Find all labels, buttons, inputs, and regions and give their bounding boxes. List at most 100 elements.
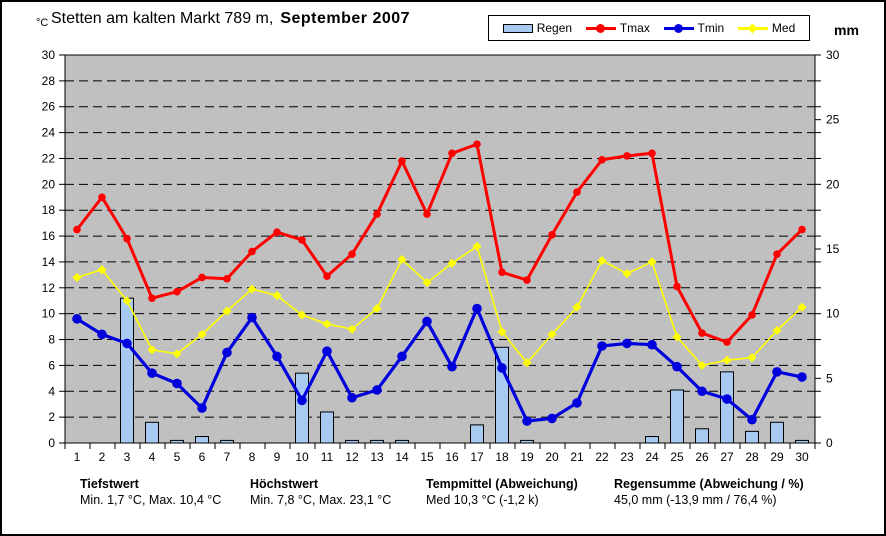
- med-marker-day-2: [97, 265, 107, 275]
- left-axis-unit-label: °C: [36, 17, 49, 29]
- tmax-marker-day-20: [548, 230, 556, 239]
- tmax-marker-day-7: [223, 274, 231, 283]
- right-tick-label-0: 0: [826, 436, 833, 450]
- tmin-marker-day-19: [522, 416, 532, 426]
- med-marker-day-5: [172, 349, 182, 359]
- stat-tiefstwert: Tiefstwert Min. 1,7 °C, Max. 10,4 °C: [80, 476, 221, 508]
- tmin-marker-icon: [673, 23, 683, 33]
- med-marker-day-4: [147, 345, 157, 355]
- tmin-marker-day-18: [497, 363, 507, 373]
- right-tick-label-15: 15: [826, 242, 840, 256]
- right-tick-label-30: 30: [826, 48, 840, 62]
- tmin-marker-day-12: [347, 392, 357, 403]
- x-label-day-23: 23: [620, 450, 634, 464]
- stat-value: 45,0 mm (-13,9 mm / 76,4 %): [614, 493, 777, 507]
- tmax-marker-day-22: [598, 155, 606, 164]
- tmin-marker-day-2: [97, 329, 107, 340]
- left-tick-label-10: 10: [42, 307, 56, 321]
- bar-day-14: [395, 439, 409, 444]
- x-label-day-2: 2: [99, 450, 106, 464]
- bar-day-4: [145, 421, 159, 444]
- stat-title: Tiefstwert: [80, 477, 139, 491]
- bar-day-5: [170, 439, 184, 444]
- x-label-day-15: 15: [420, 450, 434, 464]
- x-label-day-8: 8: [249, 450, 256, 464]
- tmin-marker-day-27: [722, 394, 732, 404]
- med-marker-day-25: [672, 332, 682, 342]
- left-tick-label-8: 8: [48, 333, 55, 347]
- legend-item-regen: Regen: [502, 21, 573, 35]
- x-label-day-12: 12: [345, 450, 359, 464]
- tmin-line-swatch-icon: [663, 23, 694, 33]
- stat-hoechstwert: Höchstwert Min. 7,8 °C, Max. 23,1 °C: [250, 476, 391, 508]
- bar-day-24: [645, 436, 659, 444]
- tmin-line-series: [72, 303, 807, 426]
- regen-bar-swatch-icon: [502, 23, 533, 33]
- left-tick-label-20: 20: [42, 177, 56, 191]
- tmax-marker-day-15: [423, 210, 431, 218]
- x-label-day-29: 29: [770, 450, 784, 464]
- med-marker-day-20: [547, 329, 557, 339]
- right-tick-label-5: 5: [826, 371, 833, 385]
- med-line: [76, 245, 803, 367]
- legend-item-tmin: Tmin: [663, 21, 724, 35]
- left-tick-label-26: 26: [42, 100, 56, 114]
- tmax-marker-day-19: [523, 276, 531, 284]
- x-label-day-24: 24: [645, 450, 659, 464]
- bar-day-29: [770, 421, 784, 444]
- tmax-marker-day-4: [148, 294, 156, 302]
- stat-title: Höchstwert: [250, 477, 319, 491]
- tmax-marker-day-12: [348, 250, 356, 258]
- x-label-day-27: 27: [720, 450, 734, 464]
- tmax-marker-day-16: [448, 149, 456, 158]
- legend-label-med: Med: [771, 21, 796, 35]
- x-label-day-10: 10: [295, 450, 309, 464]
- left-tick-label-14: 14: [42, 255, 56, 269]
- bar-day-26: [695, 428, 709, 444]
- combo-weather-chart: 0246810121416182022242628300510152025301…: [42, 48, 840, 464]
- tmin-marker-day-26: [697, 386, 707, 397]
- tmax-marker-day-11: [323, 272, 331, 280]
- x-label-day-22: 22: [595, 450, 609, 464]
- stat-title: Tempmittel (Abweichung): [426, 477, 578, 491]
- med-marker-day-6: [197, 329, 207, 339]
- stat-value: Min. 1,7 °C, Max. 10,4 °C: [80, 493, 222, 507]
- left-tick-label-30: 30: [42, 48, 56, 62]
- tmax-marker-day-30: [798, 225, 806, 234]
- x-label-day-17: 17: [470, 450, 484, 464]
- tmin-marker-day-20: [547, 413, 557, 424]
- tmin-marker-day-15: [422, 316, 432, 327]
- tmax-marker-day-24: [648, 149, 656, 158]
- legend-label-regen: Regen: [536, 21, 573, 35]
- bar-day-25: [670, 389, 684, 444]
- tmin-marker-day-14: [397, 351, 407, 362]
- med-marker-day-7: [222, 306, 232, 316]
- tmin-marker-day-10: [297, 395, 307, 406]
- bar-day-13: [370, 439, 384, 444]
- tmax-marker-icon: [595, 23, 605, 33]
- tmax-marker-day-18: [498, 268, 506, 277]
- x-label-day-21: 21: [570, 450, 584, 464]
- bar-day-27: [720, 371, 734, 444]
- tmax-marker-day-23: [623, 152, 631, 160]
- bar-day-30: [795, 439, 809, 444]
- bar-day-17: [470, 424, 484, 444]
- med-marker-day-27: [722, 355, 732, 365]
- tmin-marker-day-29: [772, 367, 782, 377]
- tmin-marker-day-3: [122, 338, 132, 349]
- left-tick-label-24: 24: [42, 126, 56, 140]
- tmax-marker-day-29: [773, 250, 781, 258]
- stat-regensumme: Regensumme (Abweichung / %) 45,0 mm (-13…: [614, 476, 804, 508]
- left-tick-label-2: 2: [48, 410, 55, 424]
- med-marker-day-8: [247, 284, 257, 294]
- left-tick-label-0: 0: [48, 436, 55, 450]
- tmin-line: [76, 306, 803, 423]
- tmax-line-series: [73, 140, 806, 346]
- x-label-day-20: 20: [545, 450, 559, 464]
- tmax-marker-day-2: [98, 193, 106, 202]
- chart-title-month: September 2007: [280, 10, 411, 27]
- right-tick-label-10: 10: [826, 307, 840, 321]
- tmax-marker-day-21: [573, 188, 581, 196]
- tmax-marker-day-1: [73, 225, 81, 234]
